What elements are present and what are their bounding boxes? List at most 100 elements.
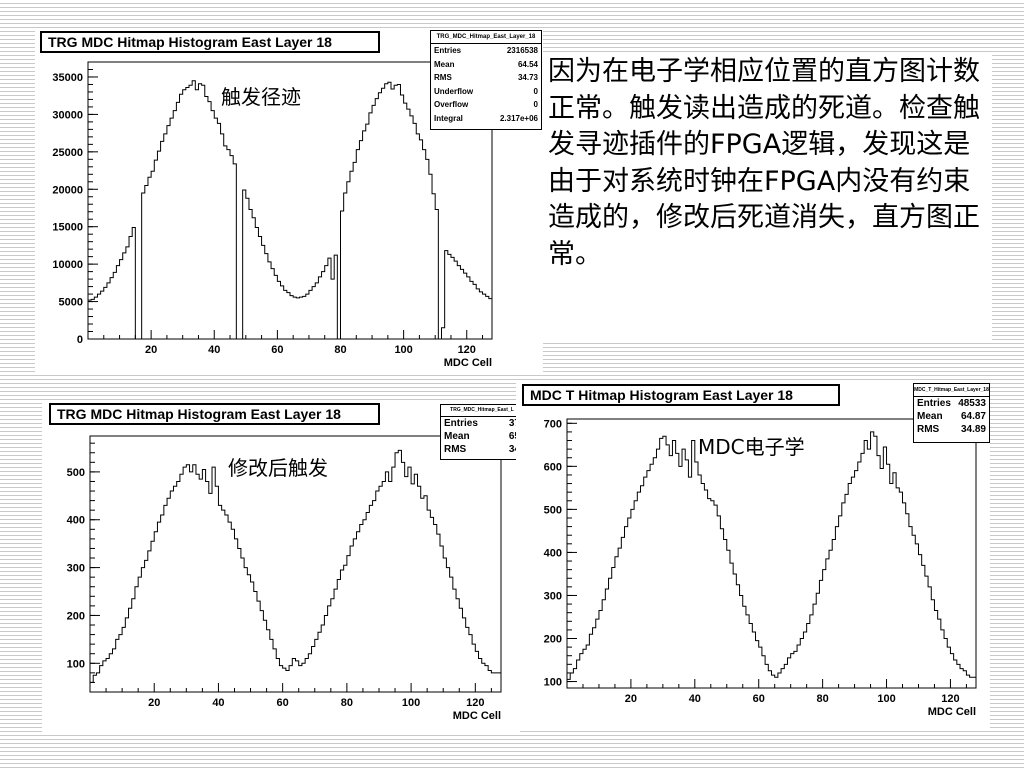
- stats-value: 37: [508, 418, 520, 429]
- stats-label: Entries: [917, 398, 951, 409]
- y-tick-label: 300: [544, 590, 562, 602]
- x-tick-label: 100: [402, 697, 420, 709]
- y-tick-label: 500: [67, 467, 85, 479]
- bottom-left-plot-frame: [89, 435, 502, 693]
- stats-value: 34: [508, 444, 520, 455]
- bottom-right-stats-box: MDC_T_Hitmap_East_Layer_18 Entries 48533 …: [913, 383, 990, 443]
- bottom-right-histogram-panel: 20 40 60 80 100 120 100 200 300 400 500 600 700 MDC C…: [516, 381, 990, 731]
- stats-box-name: TRG_MDC_Hitmap_East_Layer_18: [431, 31, 541, 44]
- y-tick-label: 25000: [52, 147, 83, 159]
- stats-value: 34.89: [960, 424, 986, 435]
- bottom-right-annotation: MDC电子学: [698, 435, 805, 459]
- x-tick-label: 120: [466, 697, 484, 709]
- x-tick-label: 40: [689, 693, 701, 705]
- bottom-left-histogram-panel: 20 40 60 80 100 120 100 200 300 400 500 MDC Cell TR…: [42, 402, 524, 732]
- stats-label: Integral: [434, 113, 463, 123]
- x-tick-label: 100: [394, 344, 412, 356]
- stats-row: Entries 2316538: [431, 44, 541, 58]
- stats-value: 65: [508, 431, 520, 442]
- y-tick-label: 20000: [52, 184, 83, 196]
- bottom-right-histogram-svg: 20 40 60 80 100 120 100 200 300 400 500 600 700 MDC C…: [544, 418, 977, 718]
- y-tick-label: 5000: [59, 297, 83, 309]
- stats-row: Entries 48533: [914, 397, 989, 410]
- x-tick-label: 80: [341, 697, 353, 709]
- x-tick-label: 60: [271, 344, 283, 356]
- x-axis-title: MDC Cell: [444, 357, 492, 369]
- stats-value: 34.73: [517, 73, 538, 82]
- stats-value: 64.54: [517, 59, 538, 69]
- stats-box-name: MDC_T_Hitmap_East_Layer_18: [914, 384, 989, 397]
- histogram-line: [88, 80, 492, 340]
- stats-label: RMS: [434, 73, 452, 82]
- x-tick-label: 80: [817, 693, 829, 705]
- x-tick-label: 60: [277, 697, 289, 709]
- top-histogram-svg: 20 40 60 80 100 120 0 5000 10000 15000 20000 25000 3…: [52, 61, 493, 369]
- y-tick-label: 400: [544, 547, 562, 559]
- stats-label: Entries: [444, 418, 478, 429]
- y-tick-label: 600: [544, 461, 562, 473]
- stats-row: Mean 64.54: [431, 58, 541, 72]
- stats-row: Mean 65: [441, 430, 523, 443]
- stats-label: Mean: [434, 59, 455, 69]
- x-tick-label: 40: [212, 697, 224, 709]
- stats-box-name: TRG_MDC_Hitmap_East_L: [441, 405, 523, 417]
- stats-label: RMS: [444, 444, 467, 455]
- y-tick-label: 30000: [52, 109, 83, 121]
- histogram-line: [90, 449, 501, 683]
- top-histogram-panel: 20 40 60 80 100 120 0 5000 10000 15000 20000 25000 3…: [35, 28, 543, 372]
- bottom-left-annotation: 修改后触发: [228, 456, 328, 480]
- stats-label: Mean: [917, 411, 943, 422]
- y-tick-label: 700: [544, 418, 562, 430]
- stats-label: Mean: [444, 431, 470, 442]
- bottom-left-histogram-svg: 20 40 60 80 100 120 100 200 300 400 500 MDC Cell: [67, 435, 502, 722]
- stats-row: Underflow 0: [431, 85, 541, 99]
- bottom-right-histogram-title: MDC T Hitmap Histogram East Layer 18: [522, 384, 840, 406]
- stats-row: RMS 34: [441, 443, 523, 456]
- x-tick-label: 20: [625, 693, 637, 705]
- x-tick-label: 20: [148, 697, 160, 709]
- y-tick-label: 100: [544, 677, 562, 689]
- x-tick-label: 120: [458, 344, 476, 356]
- bottom-right-plot-frame: [566, 418, 977, 689]
- y-tick-label: 100: [67, 658, 85, 670]
- y-tick-label: 200: [544, 634, 562, 646]
- y-tick-label: 35000: [52, 72, 83, 84]
- x-tick-label: 80: [334, 344, 346, 356]
- x-axis-title: MDC Cell: [928, 706, 976, 718]
- top-annotation: 触发径迹: [221, 85, 301, 109]
- y-tick-label: 0: [77, 334, 83, 346]
- x-tick-label: 100: [877, 693, 895, 705]
- x-tick-label: 60: [753, 693, 765, 705]
- stats-row: RMS 34.73: [431, 71, 541, 85]
- stats-row: RMS 34.89: [914, 423, 989, 436]
- y-tick-label: 10000: [52, 259, 83, 271]
- histogram-line: [567, 431, 976, 680]
- stats-label: Overflow: [434, 100, 469, 109]
- stats-value: 0: [533, 86, 538, 96]
- stats-row: Entries 37: [441, 417, 523, 430]
- stats-value: 48533: [958, 398, 986, 409]
- top-plot-frame: [87, 61, 493, 340]
- y-tick-label: 15000: [52, 222, 83, 234]
- stats-row: Integral 2.317e+06: [431, 112, 541, 126]
- x-tick-label: 40: [208, 344, 220, 356]
- description-text: 因为在电子学相应位置的直方图计数正常。触发读出造成的死道。检查触发寻迹插件的FP…: [542, 52, 992, 340]
- y-tick-label: 500: [544, 504, 562, 516]
- stats-value: 2316538: [506, 46, 538, 55]
- bottom-left-stats-box: TRG_MDC_Hitmap_East_L Entries 37 Mean 65 R…: [440, 404, 524, 460]
- top-histogram-title: TRG MDC Hitmap Histogram East Layer 18: [40, 31, 380, 53]
- stats-label: Entries: [434, 46, 462, 55]
- stats-row: Overflow 0: [431, 98, 541, 112]
- stats-value: 2.317e+06: [499, 113, 538, 123]
- stats-label: RMS: [917, 424, 940, 435]
- x-axis-title: MDC Cell: [453, 710, 501, 722]
- x-tick-label: 20: [145, 344, 157, 356]
- y-tick-label: 300: [67, 563, 85, 575]
- y-tick-label: 200: [67, 610, 85, 622]
- y-tick-label: 400: [67, 515, 85, 527]
- stats-value: 0: [533, 100, 538, 109]
- x-tick-label: 120: [941, 693, 959, 705]
- stats-row: Mean 64.87: [914, 410, 989, 423]
- top-stats-box: TRG_MDC_Hitmap_East_Layer_18 Entries 2316…: [430, 30, 542, 130]
- stats-value: 64.87: [960, 411, 986, 422]
